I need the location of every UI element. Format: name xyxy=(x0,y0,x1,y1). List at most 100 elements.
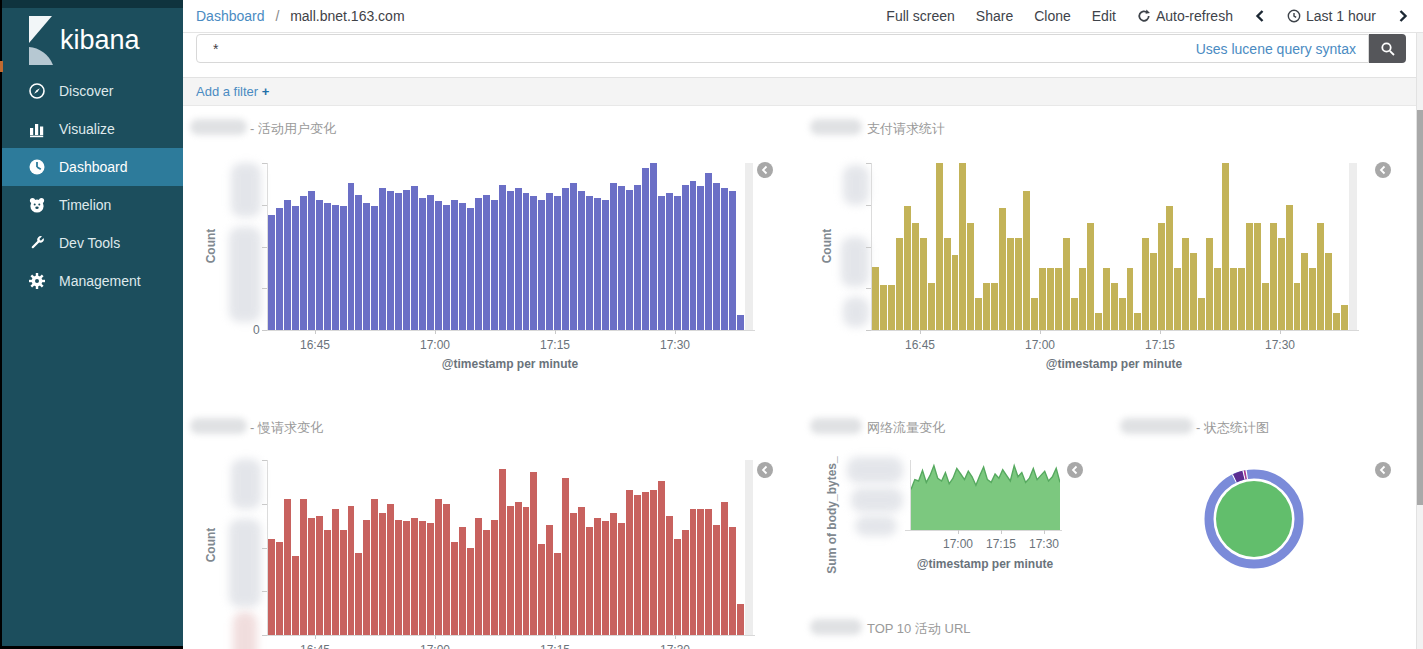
bar-chart-icon xyxy=(28,120,46,138)
sidebar-item-label: Visualize xyxy=(59,121,115,137)
redacted-y-ticks xyxy=(843,165,869,205)
search-row: Uses lucene query syntax xyxy=(196,34,1406,63)
panel-title-status-chart: - 状态统计图 xyxy=(1196,419,1269,437)
redacted-title-prefix xyxy=(810,119,862,135)
auto-refresh-button[interactable]: Auto-refresh xyxy=(1137,8,1233,24)
slow-requests-chart[interactable] xyxy=(268,460,753,635)
bear-icon xyxy=(28,196,46,214)
panel-collapse-button[interactable] xyxy=(1375,462,1391,478)
clone-button[interactable]: Clone xyxy=(1034,8,1071,24)
panel-title-top10-url: TOP 10 活动 URL xyxy=(867,620,971,638)
sidebar-item-management[interactable]: Management xyxy=(0,262,183,300)
sidebar-item-label: Dev Tools xyxy=(59,235,120,251)
panel-title-payment-requests: 支付请求统计 xyxy=(867,120,945,138)
time-prev-button[interactable] xyxy=(1254,9,1266,23)
x-tick: 16:45 xyxy=(890,338,950,352)
bar-series-active-users xyxy=(268,163,744,330)
panel-title-active-users: - 活动用户变化 xyxy=(250,120,336,138)
wrench-icon xyxy=(28,234,46,252)
top-nav-bar: Dashboard / mall.bnet.163.com Full scree… xyxy=(183,0,1423,33)
share-button[interactable]: Share xyxy=(976,8,1013,24)
time-range-button[interactable]: Last 1 hour xyxy=(1287,8,1376,24)
search-button[interactable] xyxy=(1369,34,1406,63)
breadcrumb-dashboard-link[interactable]: Dashboard xyxy=(196,8,265,24)
x-tick: 17:15 xyxy=(1130,338,1190,352)
gear-icon xyxy=(28,272,46,290)
redacted-y-ticks xyxy=(851,488,903,512)
payment-requests-chart[interactable] xyxy=(872,163,1357,330)
x-tick: 17:30 xyxy=(645,643,705,649)
sidebar-item-devtools[interactable]: Dev Tools xyxy=(0,224,183,262)
y-axis-zero-label: 0 xyxy=(253,323,260,337)
x-tick: 17:30 xyxy=(645,338,705,352)
redacted-title-prefix xyxy=(810,619,862,635)
query-box: Uses lucene query syntax xyxy=(196,34,1369,63)
breadcrumb-separator: / xyxy=(275,8,279,24)
redacted-y-ticks xyxy=(229,519,261,607)
bar-series-payment-requests xyxy=(872,163,1348,330)
redacted-y-ticks xyxy=(231,163,261,217)
clock-icon xyxy=(1287,9,1301,23)
sidebar-item-label: Discover xyxy=(59,83,113,99)
y-axis-label-bytes: Sum of body_bytes_ xyxy=(825,455,839,575)
redacted-y-ticks xyxy=(855,516,897,536)
scrollbar-thumb[interactable] xyxy=(1417,110,1423,505)
full-screen-button[interactable]: Full screen xyxy=(886,8,954,24)
bar-series-slow-requests xyxy=(268,460,744,635)
panel-title-network-traffic: 网络流量变化 xyxy=(867,419,945,437)
panel-collapse-button[interactable] xyxy=(757,462,773,478)
redacted-title-prefix xyxy=(1120,418,1193,434)
redacted-y-ticks xyxy=(229,227,261,322)
kibana-logo-icon xyxy=(29,16,55,65)
sidebar: kibana Discover Visualize Dashboard Time… xyxy=(0,0,183,649)
sidebar-item-label: Timelion xyxy=(59,197,111,213)
sidebar-item-visualize[interactable]: Visualize xyxy=(0,110,183,148)
active-users-chart[interactable] xyxy=(268,163,753,330)
redacted-title-prefix xyxy=(190,119,247,135)
window-edge-marker xyxy=(0,61,3,72)
dashboard-grid: - 活动用户变化 Count 0 16:45 17:00 17:15 17:30… xyxy=(183,107,1417,649)
x-tick: 16:45 xyxy=(285,338,345,352)
panel-collapse-button[interactable] xyxy=(1067,462,1083,478)
window-left-edge xyxy=(0,0,2,649)
edit-button[interactable]: Edit xyxy=(1092,8,1116,24)
kibana-logo[interactable]: kibana xyxy=(0,8,183,72)
sidebar-item-dashboard[interactable]: Dashboard xyxy=(0,148,183,186)
x-axis-title: @timestamp per minute xyxy=(875,557,1095,571)
sidebar-item-timelion[interactable]: Timelion xyxy=(0,186,183,224)
y-axis-label-count-3: Count xyxy=(204,485,218,605)
panel-collapse-button[interactable] xyxy=(1375,162,1391,178)
topnav-actions: Full screen Share Clone Edit Auto-refres… xyxy=(865,8,1409,24)
redacted-y-ticks xyxy=(233,612,257,649)
sidebar-item-label: Management xyxy=(59,273,141,289)
x-tick: 17:00 xyxy=(1010,338,1070,352)
x-tick: 17:30 xyxy=(1014,537,1074,551)
network-traffic-chart[interactable] xyxy=(911,460,1060,530)
add-filter-link[interactable]: Add a filter + xyxy=(196,84,269,99)
breadcrumb: Dashboard / mall.bnet.163.com xyxy=(196,8,405,24)
scrollbar-track[interactable] xyxy=(1416,33,1423,649)
sidebar-nav: Discover Visualize Dashboard Timelion De… xyxy=(0,72,183,300)
sidebar-item-label: Dashboard xyxy=(59,159,128,175)
x-tick: 16:45 xyxy=(285,643,345,649)
x-tick: 17:00 xyxy=(405,338,465,352)
refresh-icon xyxy=(1137,9,1151,23)
sidebar-top-strip xyxy=(0,0,183,8)
x-tick: 17:15 xyxy=(525,338,585,352)
dashboard-gauge-icon xyxy=(28,158,46,176)
y-axis-label-count-2: Count xyxy=(820,186,834,306)
search-input[interactable] xyxy=(197,40,1196,58)
panel-title-slow-requests: - 慢请求变化 xyxy=(250,419,323,437)
compass-icon xyxy=(28,82,46,100)
chevron-right-icon xyxy=(1397,9,1409,23)
filter-bar: Add a filter + xyxy=(183,77,1417,106)
x-tick: 17:15 xyxy=(525,643,585,649)
sidebar-item-discover[interactable]: Discover xyxy=(0,72,183,110)
x-axis-title: @timestamp per minute xyxy=(400,357,620,371)
time-next-button[interactable] xyxy=(1397,9,1409,23)
status-donut-chart[interactable] xyxy=(1199,464,1309,574)
redacted-title-prefix xyxy=(190,418,247,434)
lucene-syntax-link[interactable]: Uses lucene query syntax xyxy=(1196,41,1356,57)
panel-collapse-button[interactable] xyxy=(757,162,773,178)
x-tick: 17:30 xyxy=(1250,338,1310,352)
